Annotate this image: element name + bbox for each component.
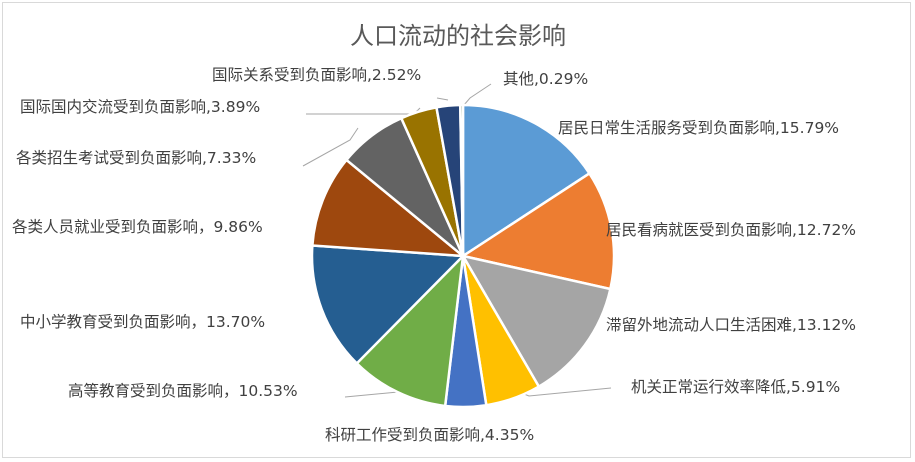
pie-slice [459, 171, 616, 291]
slice-data-label: 高等教育受到负面影响，10.53% [68, 382, 298, 400]
slice-data-label: 机关正常运行效率降低,5.91% [631, 378, 840, 396]
slice-data-label: 国际关系受到负面影响,2.52% [212, 66, 421, 84]
leader-line [463, 83, 492, 106]
slice-data-label: 中小学教育受到负面影响，13.70% [20, 313, 265, 331]
leader-line [302, 127, 359, 167]
leader-line [306, 107, 421, 115]
pie-slice [458, 103, 465, 257]
leader-line [344, 391, 399, 398]
slice-data-label: 其他,0.29% [503, 70, 588, 88]
pie-slice [460, 254, 612, 389]
slice-data-label: 国际国内交流受到负面影响,3.89% [20, 98, 260, 116]
slice-data-label: 居民看病就医受到负面影响,12.72% [606, 221, 856, 239]
chart-title: 人口流动的社会影响 [350, 22, 566, 50]
pie-slice [310, 244, 466, 366]
slice-data-label: 科研工作受到负面影响,4.35% [325, 426, 534, 444]
slice-data-label: 各类招生考试受到负面影响,7.33% [16, 149, 256, 167]
slice-data-label: 滞留外地流动人口生活困难,13.12% [606, 316, 856, 334]
data-labels: 居民日常生活服务受到负面影响,15.79% 居民看病就医受到负面影响,12.72%… [12, 66, 856, 444]
slice-data-label: 居民日常生活服务受到负面影响,15.79% [558, 119, 839, 137]
leader-line [436, 97, 449, 101]
pie-slice [355, 252, 465, 408]
pie-slices [310, 103, 616, 409]
pie-slice [461, 103, 592, 259]
slice-data-label: 各类人员就业受到负面影响，9.86% [12, 218, 263, 236]
pie-slice [311, 158, 467, 258]
